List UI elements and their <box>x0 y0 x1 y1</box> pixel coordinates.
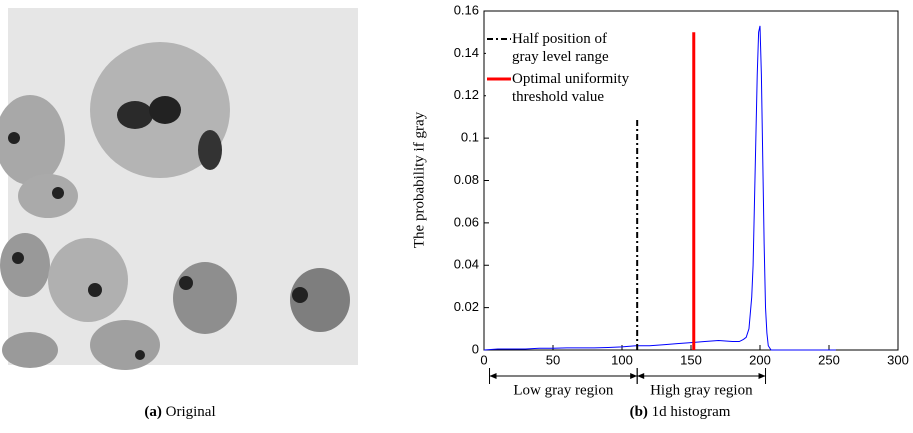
caption: (b) 1d histogram <box>630 404 731 420</box>
region-label: High gray region <box>650 382 753 398</box>
x-tick-label: 300 <box>887 352 909 367</box>
y-tick-label: 0.12 <box>454 87 479 102</box>
x-tick-label: 250 <box>818 352 840 367</box>
x-tick-label: 0 <box>480 352 487 367</box>
legend-swatch <box>487 77 511 81</box>
x-tick-label: 150 <box>680 352 702 367</box>
x-tick-label: 50 <box>546 352 560 367</box>
y-axis-label: The probability if gray <box>411 111 427 248</box>
legend-entry: Optimal uniformity threshold value <box>486 70 646 106</box>
x-tick-label: 200 <box>749 352 771 367</box>
y-tick-label: 0.1 <box>461 130 479 145</box>
y-tick-label: 0.02 <box>454 299 479 314</box>
y-tick-label: 0 <box>472 341 479 356</box>
caption-label: (b) <box>630 404 648 420</box>
y-tick-label: 0.14 <box>454 45 479 60</box>
caption-text: Original <box>166 404 216 420</box>
legend-label: Optimal uniformity threshold value <box>512 71 630 105</box>
x-tick-label: 100 <box>611 352 633 367</box>
legend-entry: Half position of gray level range <box>486 30 646 66</box>
caption: (a) Original <box>144 404 215 420</box>
legend: Half position of gray level range Optimal… <box>486 30 646 110</box>
original-image <box>0 8 358 370</box>
y-tick-label: 0.16 <box>454 2 479 17</box>
y-tick-label: 0.08 <box>454 172 479 187</box>
histogram-line <box>483 25 836 351</box>
y-tick-label: 0.06 <box>454 214 479 229</box>
y-tick-label: 0.04 <box>454 257 479 272</box>
legend-swatch <box>487 38 511 40</box>
legend-label: Half position of gray level range <box>512 31 609 65</box>
caption-text: 1d histogram <box>652 404 731 420</box>
caption-label: (a) <box>144 404 162 420</box>
region-label: Low gray region <box>513 382 613 398</box>
